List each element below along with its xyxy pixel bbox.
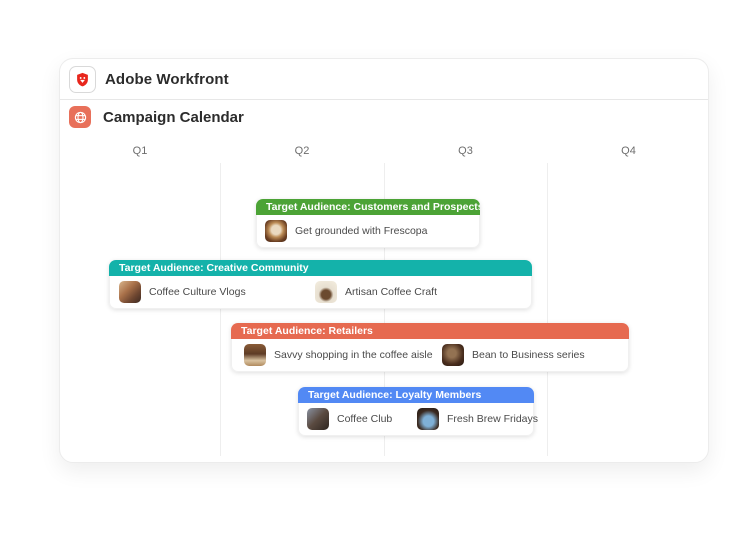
globe-icon (74, 111, 86, 123)
campaign-group-customers-prospects: Target Audience: Customers and Prospects… (256, 199, 480, 248)
campaign-item-label: Savvy shopping in the coffee aisle (274, 349, 433, 361)
quarter-header-row: Q1 Q2 Q3 Q4 (60, 145, 710, 157)
campaign-group-body: Savvy shopping in the coffee aisle Bean … (231, 339, 629, 372)
campaign-item-label: Artisan Coffee Craft (345, 286, 438, 298)
campaign-item[interactable]: Coffee Culture Vlogs (119, 276, 246, 308)
workfront-window: Adobe Workfront Campaign Calendar Q1 Q2 … (59, 58, 709, 463)
campaign-item[interactable]: Savvy shopping in the coffee aisle (244, 339, 433, 371)
campaign-group-header[interactable]: Target Audience: Creative Community (109, 260, 532, 276)
campaign-item[interactable]: Get grounded with Frescopa (265, 215, 428, 247)
quarter-label-q1: Q1 (132, 145, 148, 157)
campaign-group-header[interactable]: Target Audience: Customers and Prospects (256, 199, 480, 215)
campaign-thumbnail (417, 408, 439, 430)
quarter-gridline-q1-q2 (220, 163, 221, 456)
workfront-lion-shield-icon (77, 72, 88, 86)
campaign-group-body: Get grounded with Frescopa (256, 215, 480, 248)
campaign-group-retailers: Target Audience: Retailers Savvy shoppin… (231, 323, 629, 372)
page-title: Campaign Calendar (103, 108, 244, 126)
campaign-thumbnail (119, 281, 141, 303)
campaign-thumbnail (315, 281, 337, 303)
campaign-group-loyalty-members: Target Audience: Loyalty Members Coffee … (298, 387, 538, 436)
campaign-item[interactable]: Artisan Coffee Craft (315, 276, 437, 308)
campaign-group-creative-community: Target Audience: Creative Community Coff… (109, 260, 532, 309)
campaign-calendar-icon-badge (69, 106, 91, 128)
campaign-group-header[interactable]: Target Audience: Retailers (231, 323, 629, 339)
quarter-gridline-q3-q4 (547, 163, 548, 456)
campaign-item[interactable]: Bean to Business series (442, 339, 585, 371)
campaign-item-label: Get grounded with Frescopa (295, 225, 428, 237)
campaign-item-label: Coffee Culture Vlogs (149, 286, 246, 298)
campaign-thumbnail (265, 220, 287, 242)
workfront-logo (69, 65, 96, 93)
quarter-label-q3: Q3 (458, 145, 473, 157)
page-header: Campaign Calendar (69, 106, 244, 128)
campaign-group-header[interactable]: Target Audience: Loyalty Members (298, 387, 534, 403)
campaign-item[interactable]: Coffee Club (307, 403, 392, 435)
campaign-group-body: Coffee Club Fresh Brew Fridays (298, 403, 538, 436)
quarter-gridline-q2-q3 (384, 163, 385, 456)
campaign-thumbnail (244, 344, 266, 366)
quarter-label-q4: Q4 (621, 145, 636, 157)
campaign-item-label: Bean to Business series (472, 349, 585, 361)
campaign-item[interactable]: Fresh Brew Fridays (417, 403, 538, 435)
app-header: Adobe Workfront (60, 59, 708, 100)
campaign-group-body: Coffee Culture Vlogs Artisan Coffee Craf… (109, 276, 532, 309)
campaign-thumbnail (442, 344, 464, 366)
campaign-item-label: Fresh Brew Fridays (447, 413, 539, 425)
campaign-item-label: Coffee Club (337, 413, 393, 425)
app-title: Adobe Workfront (105, 70, 229, 88)
quarter-label-q2: Q2 (294, 145, 310, 157)
campaign-thumbnail (307, 408, 329, 430)
